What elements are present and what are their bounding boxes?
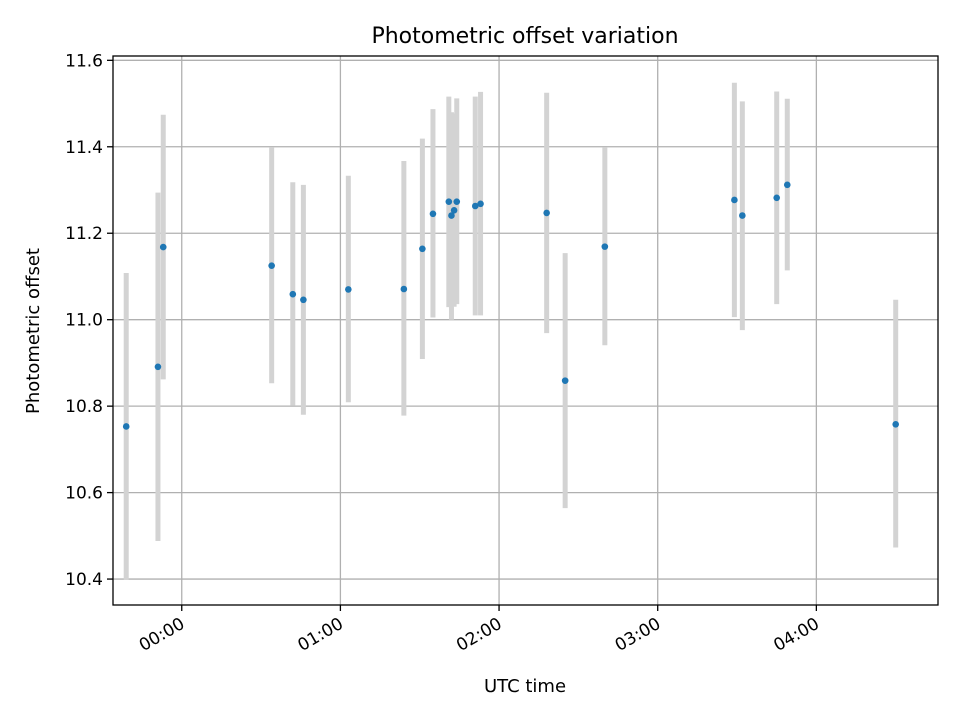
data-point: [419, 245, 426, 253]
y-axis-ticks: 10.4 10.6 10.8 11.0 11.2 11.4 11.6: [65, 51, 113, 590]
data-points: [122, 181, 899, 430]
y-tick-label: 11.6: [65, 51, 103, 71]
data-point: [268, 262, 275, 269]
data-point: [429, 210, 437, 218]
y-tick-label: 10.8: [65, 397, 103, 417]
data-point: [400, 285, 408, 293]
data-point: [122, 423, 130, 430]
chart-title: Photometric offset variation: [371, 24, 678, 49]
data-point: [159, 243, 167, 251]
grid: [113, 56, 938, 605]
x-tick-label: 00:00: [136, 614, 188, 656]
x-tick-label: 02:00: [453, 614, 505, 656]
data-point: [561, 377, 569, 384]
data-point: [300, 296, 307, 304]
x-tick-label: 04:00: [770, 614, 822, 656]
y-tick-label: 11.2: [65, 224, 103, 244]
data-point: [731, 196, 738, 204]
y-tick-label: 11.4: [65, 138, 103, 158]
data-point: [892, 421, 899, 428]
y-tick-label: 10.4: [65, 570, 103, 590]
plot-frame: [112, 55, 939, 606]
data-point: [601, 243, 609, 250]
data-point: [543, 209, 550, 217]
x-tick-label: 01:00: [294, 614, 346, 656]
x-axis-ticks: 00:00 01:00 02:00 03:00 04:00: [136, 605, 823, 656]
data-point: [453, 198, 461, 205]
data-point: [739, 212, 746, 219]
data-point: [783, 181, 791, 189]
y-tick-label: 11.0: [65, 311, 103, 331]
x-tick-label: 03:00: [612, 614, 664, 656]
data-point: [154, 363, 162, 371]
data-point: [289, 290, 297, 298]
data-point: [445, 198, 453, 205]
data-point: [448, 212, 455, 219]
data-point: [450, 207, 458, 214]
y-tick-label: 10.6: [65, 484, 103, 504]
y-axis-label: Photometric offset: [23, 248, 44, 414]
data-point: [471, 202, 479, 210]
data-point: [477, 200, 484, 208]
data-point: [345, 286, 352, 293]
error-bars: [123, 82, 899, 580]
x-axis-label: UTC time: [484, 676, 566, 697]
data-point: [773, 194, 781, 202]
